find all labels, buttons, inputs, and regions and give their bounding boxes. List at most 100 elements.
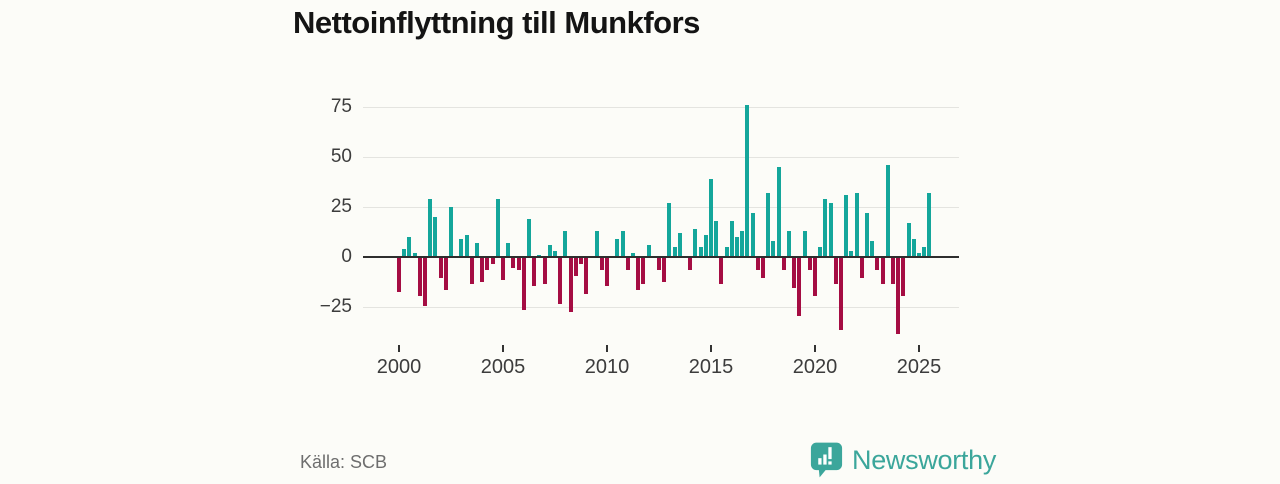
bar [745,105,750,257]
chart-title: Nettoinflyttning till Munkfors [293,5,700,40]
bar [906,223,911,257]
plot-area [363,90,959,342]
bar [875,258,880,270]
bar [880,258,885,284]
bar [709,179,713,257]
grid-line [363,307,959,308]
zero-line [363,256,959,258]
bar [490,258,495,264]
bar [911,239,916,257]
grid-line [363,207,959,208]
y-tick-label: 0 [341,246,352,267]
bar [896,258,901,334]
bar [766,193,771,257]
y-tick-label: −25 [319,296,352,317]
bar [412,253,417,257]
bar [433,217,438,257]
bar [495,199,500,257]
bar [927,193,932,257]
bar [870,241,875,257]
bar [807,258,812,270]
bar [901,258,906,296]
bar [828,203,833,257]
bar [397,258,401,292]
bar [859,258,864,278]
newsworthy-brand: Newsworthy [810,441,996,479]
x-tick-mark [918,345,920,352]
bar [797,258,802,316]
bar [605,258,609,286]
bar [636,258,641,290]
bar [641,258,646,284]
bar [475,243,479,257]
bar [813,258,817,296]
bar [755,258,760,270]
bar [917,253,921,257]
bar [459,239,464,257]
x-tick-mark [606,345,608,352]
bar [844,195,849,257]
bar [677,233,682,257]
grid-line [363,157,959,158]
x-tick-mark [710,345,712,352]
bar [854,193,859,257]
bar [672,247,677,257]
bar [568,258,573,312]
bar [833,258,838,284]
source-label: Källa: SCB [300,452,388,472]
bar [542,258,547,284]
bar [438,258,443,278]
bar [792,258,797,288]
bar [558,258,563,304]
newsworthy-wordmark: Newsworthy [852,444,997,475]
bar [594,231,599,257]
bar [464,235,469,257]
bar [469,258,474,284]
bar [776,167,781,257]
x-tick-label: 2010 [584,356,630,378]
bar [428,199,433,257]
bar [631,253,635,257]
bar [688,258,693,270]
bar [407,237,412,257]
bar [449,207,453,257]
x-tick-label: 2015 [688,356,734,378]
bar [802,231,807,257]
bar [573,258,578,276]
bar [547,245,552,257]
bar [553,251,557,257]
x-tick-mark [814,345,816,352]
bar [771,241,776,257]
bar [839,258,843,330]
bar [865,213,869,257]
x-tick-label: 2005 [480,356,526,378]
bar [849,251,854,257]
x-tick-label: 2020 [792,356,838,378]
bar [787,231,791,257]
bar [579,258,583,264]
bar [703,235,708,257]
bar [506,243,511,257]
bar [823,199,828,257]
y-tick-label: 75 [330,96,352,117]
bar [693,229,698,257]
bar [423,258,427,306]
bar [781,258,786,270]
bar [657,258,661,270]
bar [735,237,739,257]
bar [714,221,719,257]
bar [750,213,755,257]
bar [818,247,823,257]
y-tick-label: 25 [330,196,352,217]
bar [485,258,490,270]
bar [761,258,765,278]
bar [511,258,516,268]
bar [443,258,448,290]
bar [599,258,604,270]
x-tick-label: 2025 [896,356,942,378]
bar [501,258,505,280]
bar [480,258,485,282]
bar [891,258,895,284]
x-tick-label: 2000 [376,356,422,378]
bar [662,258,667,282]
